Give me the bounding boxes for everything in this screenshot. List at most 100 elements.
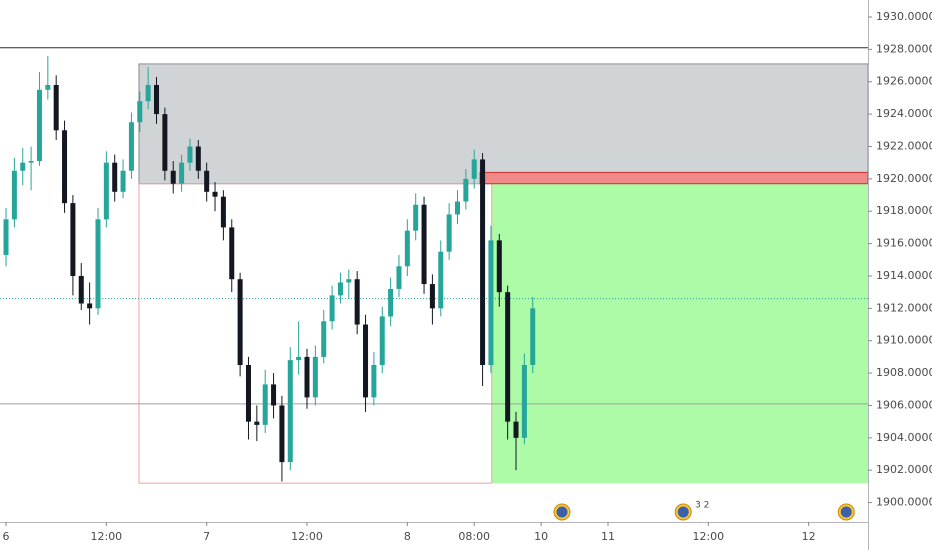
y-tick-label: 1910.00000 <box>876 334 932 347</box>
y-tick-label: 1916.00000 <box>876 237 932 250</box>
candle-body <box>312 356 318 398</box>
candle-body <box>363 324 369 398</box>
candle-body <box>162 114 168 171</box>
x-tick-label: 7 <box>203 530 210 543</box>
x-tick-label: 12:00 <box>291 530 323 543</box>
event-flag <box>840 506 852 518</box>
candle-body <box>78 275 84 304</box>
candle-body <box>11 170 17 220</box>
y-tick-label: 1902.00000 <box>876 463 932 476</box>
candle-body <box>170 170 176 184</box>
y-tick-label: 1928.00000 <box>876 42 932 55</box>
candle-body <box>112 162 118 192</box>
candle-body <box>388 288 394 317</box>
candle-body <box>87 303 93 309</box>
candle-body <box>480 159 486 365</box>
candle-body <box>237 279 243 365</box>
x-tick-label: 6 <box>3 530 10 543</box>
candle-body <box>337 282 343 296</box>
candle-body <box>413 204 419 231</box>
candle-body <box>304 356 310 398</box>
candle-body <box>179 162 185 184</box>
zone <box>479 171 869 185</box>
candle-body <box>463 178 469 202</box>
candle-body <box>271 384 277 406</box>
candle-body <box>371 364 377 398</box>
candle-body <box>429 284 435 309</box>
candle-body <box>62 130 68 204</box>
y-tick-label: 1922.00000 <box>876 139 932 152</box>
candle-body <box>379 316 385 365</box>
candle-body <box>488 240 494 365</box>
zone <box>138 183 493 484</box>
y-tick-label: 1930.00000 <box>876 10 932 23</box>
candle-body <box>195 146 201 171</box>
candle-body <box>438 251 444 309</box>
y-tick-label: 1912.00000 <box>876 301 932 314</box>
candle-body <box>3 219 9 255</box>
candle-body <box>120 170 126 192</box>
y-tick-label: 1920.00000 <box>876 172 932 185</box>
candle-body <box>513 421 519 438</box>
y-tick-label: 1926.00000 <box>876 75 932 88</box>
candle-body <box>154 84 160 115</box>
candle-body <box>229 227 235 280</box>
candle-body <box>496 240 502 293</box>
x-axis-bg <box>0 522 932 550</box>
candle-body <box>36 89 42 162</box>
candle-body <box>505 292 511 422</box>
candle-body <box>321 321 327 357</box>
y-tick-label: 1914.00000 <box>876 269 932 282</box>
x-tick-label: 10 <box>534 530 548 543</box>
y-tick-label: 1918.00000 <box>876 204 932 217</box>
y-tick-label: 1908.00000 <box>876 366 932 379</box>
candle-body <box>396 266 402 289</box>
candle-body <box>103 162 109 220</box>
candle-body <box>53 84 59 131</box>
candle-body <box>95 219 101 309</box>
candle-body <box>530 308 536 365</box>
candle-body <box>296 356 302 361</box>
x-tick-label: 12:00 <box>90 530 122 543</box>
candle-body <box>346 279 352 283</box>
candle-body <box>137 101 143 123</box>
candle-body <box>262 384 268 425</box>
y-tick-label: 1904.00000 <box>876 431 932 444</box>
candle-body <box>187 146 193 163</box>
candle-body <box>471 159 477 179</box>
candle-body <box>28 161 34 163</box>
candle-body <box>128 122 134 171</box>
event-badge: 3 2 <box>695 501 709 511</box>
candle-body <box>45 84 51 90</box>
candle-body <box>204 170 210 192</box>
x-tick-label: 08:00 <box>458 530 490 543</box>
candle-body <box>354 279 360 325</box>
candle-body <box>245 364 251 422</box>
candle-body <box>329 295 335 322</box>
x-tick-label: 12:00 <box>692 530 724 543</box>
y-tick-label: 1924.00000 <box>876 107 932 120</box>
x-tick-label: 11 <box>601 530 615 543</box>
zone <box>138 63 869 185</box>
candle-body <box>421 204 427 285</box>
candle-body <box>145 84 151 102</box>
candle-body <box>212 191 218 197</box>
candle-body <box>279 405 285 463</box>
candle-body <box>454 201 461 215</box>
candle-body <box>521 364 527 438</box>
x-tick-label: 8 <box>404 530 411 543</box>
y-tick-label: 1900.00000 <box>876 496 932 509</box>
candle-body <box>220 196 226 228</box>
candle-body <box>70 203 76 276</box>
candle-body <box>20 162 26 171</box>
candle-body <box>287 360 293 463</box>
candle-body <box>446 214 452 252</box>
zone <box>491 183 868 484</box>
y-axis-bg <box>868 0 932 550</box>
candle-body <box>254 421 260 425</box>
y-tick-label: 1906.00000 <box>876 398 932 411</box>
candle-body <box>404 230 410 267</box>
x-tick-label: 12 <box>802 530 816 543</box>
event-flag <box>677 506 689 518</box>
